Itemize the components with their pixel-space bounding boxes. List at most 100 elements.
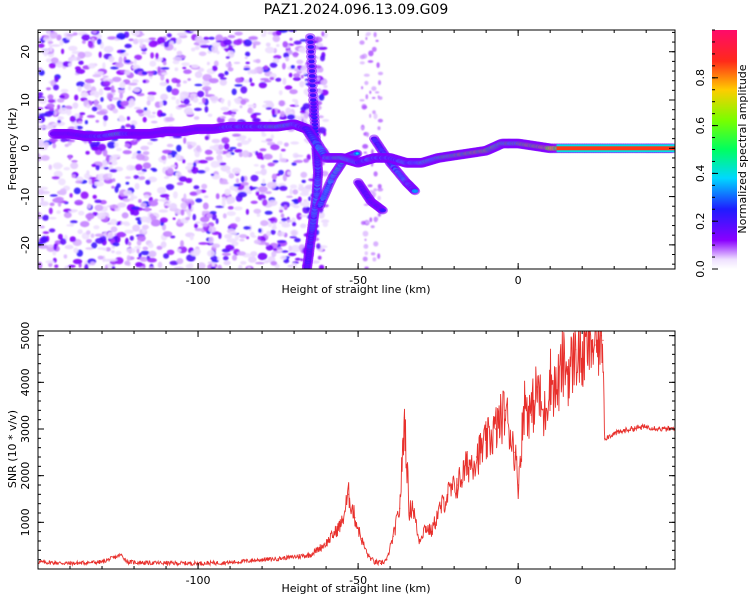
speckle-blob (149, 213, 154, 218)
speckle-blob (320, 79, 327, 85)
speckle-blob (109, 218, 118, 226)
speckle-blob (172, 56, 183, 61)
speckle-blob (141, 71, 148, 75)
speckle-blob (87, 203, 92, 209)
speckle-blob (128, 38, 134, 42)
snr-point (69, 562, 71, 565)
speckle-blob (177, 218, 182, 224)
speckle-blob (207, 113, 213, 118)
speckle-blob (243, 67, 251, 71)
snr-point (431, 531, 433, 533)
speckle-blob (247, 104, 257, 108)
speckle-blob (59, 188, 67, 196)
speckle-blob (378, 96, 383, 100)
speckle-blob (88, 63, 96, 69)
speckle-blob (74, 94, 79, 101)
speckle-blob (97, 255, 104, 260)
speckle-blob (291, 230, 297, 236)
speckle-blob (116, 183, 121, 189)
speckle-blob (142, 162, 152, 169)
speckle-blob (80, 191, 89, 199)
speckle-blob (231, 167, 241, 174)
speckle-blob (138, 176, 146, 180)
speckle-blob (157, 261, 163, 269)
speckle-blob (377, 187, 384, 192)
speckle-blob (303, 158, 309, 163)
speckle-blob (199, 44, 210, 49)
speckle-blob (64, 143, 69, 147)
speckle-blob (163, 176, 170, 179)
snr-point (485, 442, 487, 444)
speckle-blob (286, 195, 293, 198)
speckle-blob (236, 251, 246, 256)
speckle-blob (75, 68, 86, 74)
speckle-blob (136, 248, 140, 254)
snr-point (556, 391, 558, 393)
speckle-blob (198, 51, 207, 57)
speckle-blob (373, 241, 379, 247)
speckle-blob (105, 154, 110, 162)
snr-point (543, 419, 545, 421)
speckle-blob (223, 255, 229, 261)
speckle-blob (63, 212, 72, 219)
speckle-blob (190, 250, 200, 257)
speckle-blob (234, 206, 243, 211)
ridge-core (309, 41, 312, 44)
speckle-blob (175, 98, 180, 105)
speckle-blob (102, 62, 106, 70)
speckle-blob (220, 165, 231, 172)
snr-point (277, 558, 279, 560)
y-tick-label: 5000 (19, 322, 32, 350)
speckle-blob (51, 123, 61, 126)
speckle-blob (175, 79, 181, 84)
speckle-blob (117, 202, 127, 208)
speckle-blob (141, 168, 147, 173)
speckle-blob (72, 102, 79, 109)
speckle-blob (215, 193, 220, 200)
speckle-blob (215, 205, 225, 208)
speckle-blob (271, 173, 277, 180)
speckle-blob (53, 243, 57, 251)
speckle-blob (200, 40, 210, 44)
speckle-blob (81, 34, 91, 41)
y-tick-label: 0 (19, 145, 32, 152)
speckle-blob (322, 221, 328, 228)
speckle-blob (86, 170, 90, 176)
speckle-blob (157, 36, 166, 45)
speckle-blob (61, 48, 65, 55)
speckle-blob (145, 179, 151, 185)
snr-point (360, 538, 362, 540)
speckle-blob (197, 262, 206, 269)
speckle-blob (316, 243, 321, 250)
snr-ylabel: SNR (10 * v/v) (6, 410, 19, 488)
steady-band (556, 144, 675, 153)
speckle-blob (272, 58, 280, 64)
speckle-blob (94, 233, 104, 237)
speckle-blob (301, 201, 310, 208)
speckle-blob (96, 104, 102, 111)
y-tick-label: 1000 (19, 508, 32, 536)
speckle-blob (260, 168, 267, 176)
speckle-blob (77, 229, 83, 235)
y-tick-label: -10 (19, 188, 32, 206)
speckle-blob (377, 71, 384, 76)
speckle-blob (176, 248, 182, 253)
ridge-core (310, 65, 314, 68)
speckle-blob (125, 181, 130, 185)
speckle-blob (185, 216, 191, 221)
speckle-blob (256, 152, 264, 160)
speckle-blob (321, 31, 325, 37)
speckle-blob (126, 247, 136, 254)
speckle-blob (56, 210, 61, 215)
speckle-blob (241, 150, 250, 158)
speckle-blob (162, 231, 173, 237)
speckle-blob (321, 219, 330, 224)
speckle-blob (92, 30, 97, 34)
speckle-blob (102, 159, 108, 166)
speckle-blob (263, 153, 273, 160)
speckle-blob (71, 160, 78, 163)
speckle-blob (174, 266, 184, 269)
speckle-blob (362, 105, 368, 109)
speckle-blob (103, 45, 114, 53)
speckle-blob (77, 51, 86, 59)
